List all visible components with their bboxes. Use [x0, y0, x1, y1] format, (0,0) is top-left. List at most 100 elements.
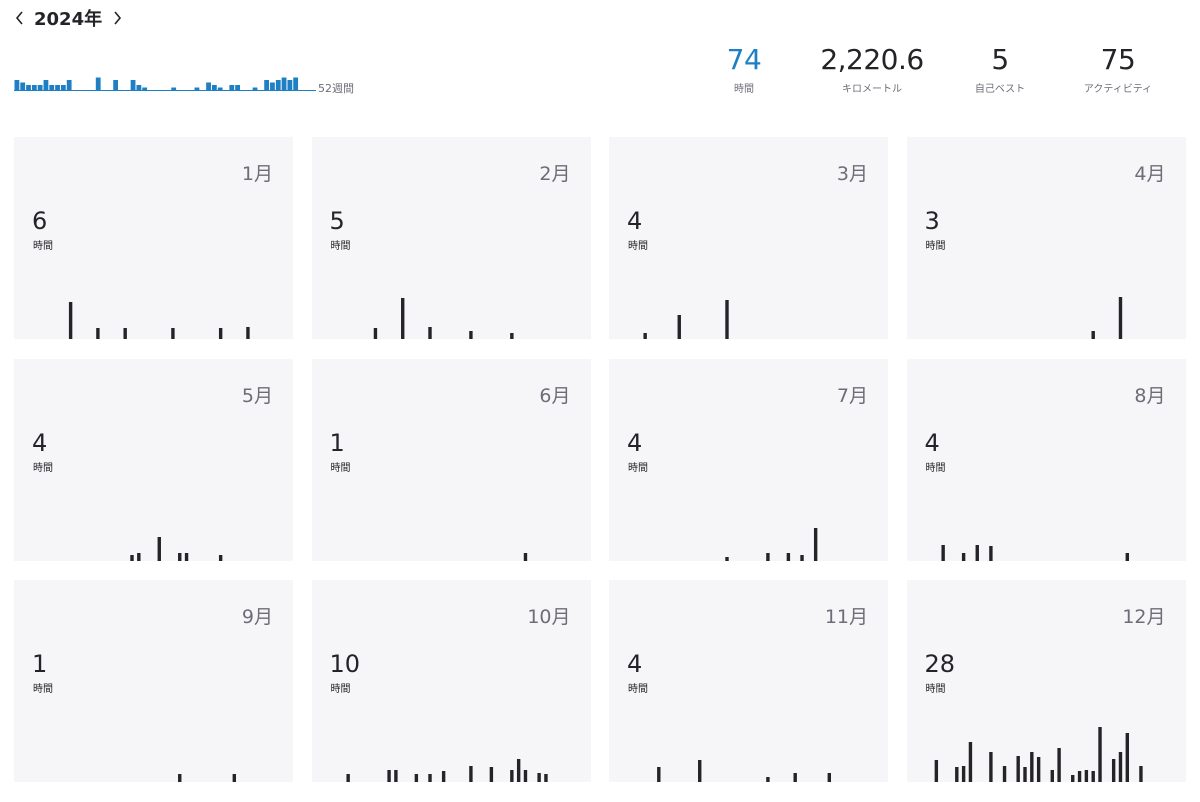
week-bar	[55, 85, 60, 90]
week-bar	[49, 85, 55, 90]
month-daily-chart	[934, 727, 1143, 782]
month-label: 4月	[1134, 163, 1166, 185]
week-bar	[31, 85, 37, 90]
day-bar	[1029, 752, 1034, 782]
year-navigation: 2024年	[12, 6, 124, 30]
month-hours-value: 4	[627, 207, 643, 235]
month-label: 8月	[1134, 384, 1166, 407]
stat-personal-best: 5 自己ベスト	[925, 43, 1075, 96]
day-bar	[218, 328, 223, 339]
day-bar	[441, 771, 445, 782]
month-hours-value: 6	[32, 207, 48, 235]
day-bar	[468, 331, 473, 339]
week-bar	[37, 85, 43, 90]
week-bar	[281, 77, 287, 90]
stat-hours-unit: 時間	[734, 84, 754, 95]
day-bar	[218, 554, 223, 561]
day-bar	[813, 527, 818, 561]
day-bar	[961, 766, 965, 782]
day-bar	[643, 333, 647, 339]
day-bar	[1091, 771, 1095, 782]
month-card[interactable]: 9月 1 時間	[14, 580, 293, 782]
year-label: 2024年	[34, 9, 103, 30]
week-bar	[252, 87, 258, 90]
day-bar	[489, 767, 493, 782]
stat-hours-value: 74	[726, 43, 762, 76]
day-bar	[1015, 756, 1020, 782]
day-bar	[968, 742, 972, 782]
day-bar	[1138, 766, 1143, 782]
month-card[interactable]: 3月 4 時間	[609, 137, 888, 339]
month-daily-chart	[657, 760, 831, 782]
day-bar	[468, 766, 473, 782]
day-bar	[698, 760, 702, 782]
chevron-right-icon[interactable]	[110, 8, 124, 28]
month-daily-chart	[130, 536, 223, 561]
day-bar	[1070, 775, 1074, 782]
month-label: 6月	[539, 384, 571, 407]
week-bar	[235, 85, 240, 90]
week-bar	[43, 80, 49, 90]
month-daily-chart	[345, 759, 548, 782]
stat-distance: 2,220.6 キロメートル	[797, 43, 947, 96]
month-card[interactable]: 6月 1 時間	[311, 358, 591, 561]
month-daily-chart	[373, 298, 514, 339]
month-label: 12月	[1122, 606, 1166, 628]
day-bar	[1118, 752, 1122, 782]
day-bar	[137, 552, 141, 561]
month-card[interactable]: 7月 4 時間	[609, 358, 888, 561]
day-bar	[178, 552, 182, 561]
day-bar	[1077, 771, 1081, 782]
day-bar	[988, 752, 993, 782]
week-bar	[206, 82, 211, 90]
month-hours-unit: 時間	[33, 684, 53, 695]
month-card[interactable]: 11月 4 時間	[609, 580, 888, 782]
stat-hours: 74 時間	[669, 43, 819, 96]
month-label: 9月	[241, 606, 273, 628]
day-bar	[1022, 767, 1027, 782]
month-label: 10月	[527, 606, 571, 628]
day-bar	[1091, 331, 1095, 339]
month-card[interactable]: 2月 5 時間	[311, 137, 591, 339]
day-bar	[386, 770, 391, 782]
week-bar	[211, 85, 217, 90]
month-card[interactable]: 8月 4 時間	[906, 358, 1186, 561]
month-card[interactable]: 5月 4 時間	[14, 358, 293, 561]
month-card[interactable]: 4月 3 時間	[906, 137, 1186, 339]
month-hours-value: 4	[627, 428, 643, 457]
week-bar	[293, 77, 299, 90]
day-bar	[1125, 552, 1129, 561]
month-card[interactable]: 10月 10 時間	[311, 580, 591, 782]
day-bar	[1036, 757, 1040, 782]
month-daily-chart	[178, 774, 236, 782]
day-bar	[677, 315, 681, 339]
stat-personal-best-unit: 自己ベスト	[974, 84, 1026, 95]
day-bar	[725, 556, 729, 561]
day-bar	[975, 544, 979, 561]
week-bar	[66, 80, 72, 90]
day-bar	[414, 774, 418, 782]
day-bar	[725, 300, 729, 339]
month-card[interactable]: 1月 6 時間	[14, 137, 293, 339]
week-bar	[275, 80, 281, 90]
week-bar	[229, 85, 235, 90]
day-bar	[1084, 770, 1088, 782]
month-card[interactable]: 12月 28 時間	[906, 580, 1186, 782]
chevron-left-icon[interactable]	[12, 8, 26, 28]
day-bar	[246, 327, 250, 339]
month-hours-unit: 時間	[330, 684, 351, 695]
week-bar	[136, 85, 142, 90]
month-daily-chart	[940, 544, 1129, 561]
month-hours-unit: 時間	[628, 684, 648, 695]
month-hours-unit: 時間	[330, 462, 351, 474]
day-bar	[427, 774, 432, 782]
stat-activities-value: 75	[1100, 43, 1136, 76]
day-bar	[543, 774, 548, 782]
day-bar	[1050, 770, 1054, 782]
day-bar	[96, 328, 100, 339]
week-bar	[270, 82, 275, 90]
day-bar	[427, 327, 432, 339]
stat-distance-value: 2,220.6	[820, 43, 924, 76]
day-bar	[523, 770, 527, 782]
stat-personal-best-value: 5	[991, 43, 1009, 76]
